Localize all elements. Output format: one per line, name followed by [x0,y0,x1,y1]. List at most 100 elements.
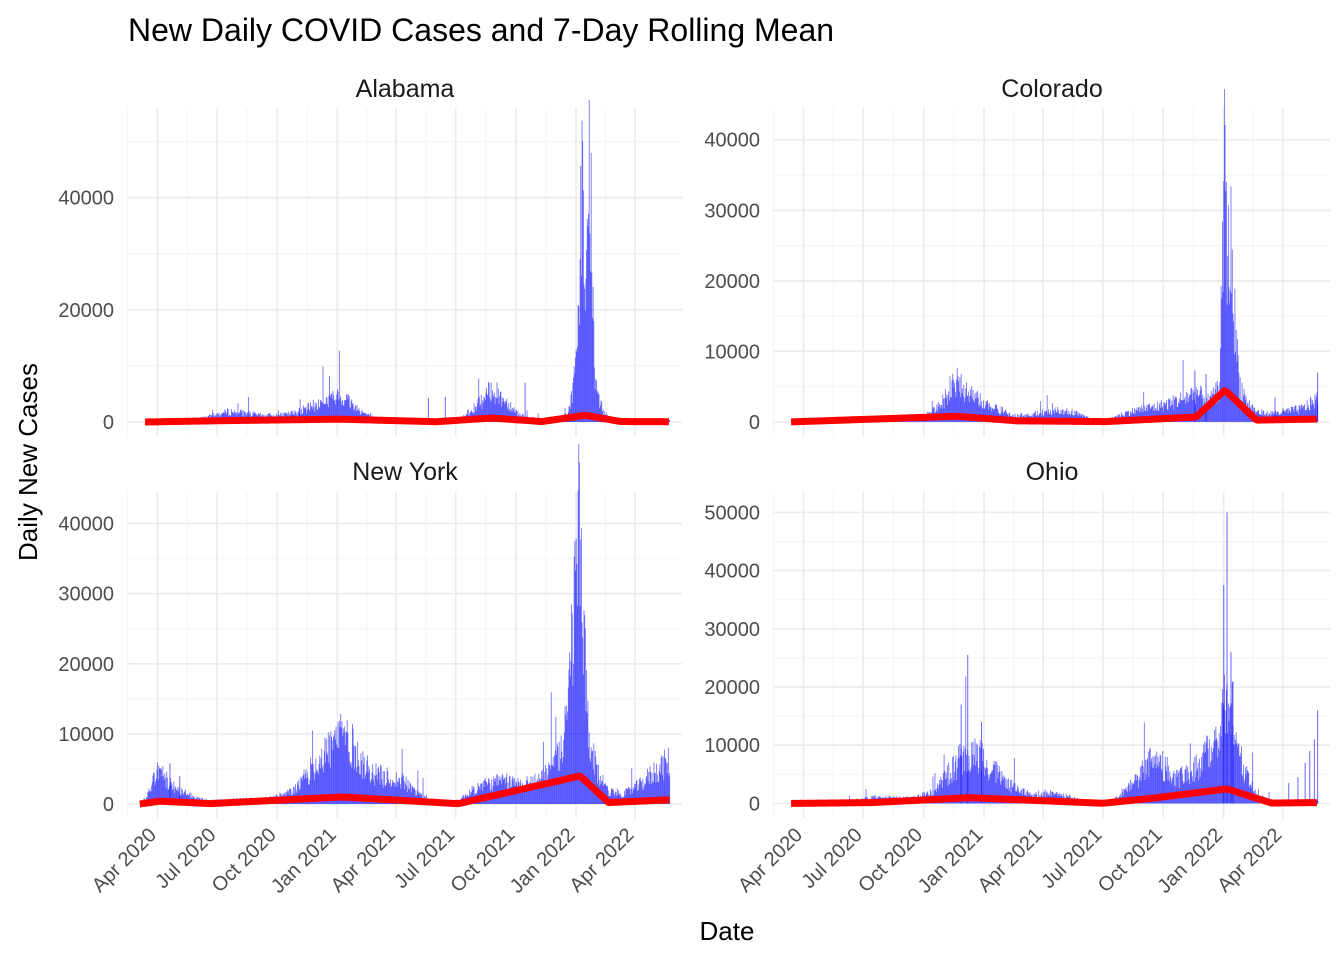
daily-cases-bar [969,770,971,804]
daily-cases-bar [352,403,354,422]
daily-cases-bar [508,790,510,804]
daily-cases-bar [597,393,599,422]
daily-cases-bar [411,786,413,804]
daily-cases-bar [987,774,989,804]
daily-cases-bar [577,490,579,804]
daily-cases-bar [394,786,396,804]
daily-cases-bar [958,381,960,422]
rolling-mean-line [138,772,672,808]
y-tick-label: 40000 [704,130,760,152]
daily-cases-bar [946,765,948,804]
daily-cases-bar [147,792,149,804]
y-tick-label: 20000 [58,300,114,322]
daily-cases-bars [140,444,671,804]
daily-cases-bar [643,786,645,804]
daily-cases-bar [590,152,592,422]
daily-cases-bar [1151,767,1153,804]
daily-cases-bar [508,403,510,422]
daily-cases-bar [606,785,608,804]
daily-cases-bar [319,768,321,804]
daily-cases-bar [375,763,377,804]
daily-cases-spike [1205,373,1207,422]
daily-cases-bar [312,763,314,804]
daily-cases-bar [949,779,951,804]
daily-cases-bar [956,779,958,804]
daily-cases-bar [496,382,498,422]
daily-cases-bar [946,394,948,422]
daily-cases-bar [1239,756,1241,804]
daily-cases-bar [348,394,349,422]
daily-cases-bar [316,409,318,422]
daily-cases-bar [319,407,321,422]
daily-cases-bar [1185,403,1187,422]
daily-cases-bar [382,784,383,804]
daily-cases-spike [960,704,962,804]
daily-cases-bar [328,395,330,422]
daily-cases-bar [502,401,504,422]
daily-cases-bar [977,397,979,422]
daily-cases-bar [977,744,979,804]
daily-cases-bar [1211,405,1213,422]
daily-cases-bar [369,769,370,804]
daily-cases-bar [1063,411,1065,422]
daily-cases-bar [336,394,338,422]
daily-cases-bar [1231,682,1233,804]
daily-cases-bar [242,410,244,422]
daily-cases-spike [1223,585,1225,804]
daily-cases-bar [1291,406,1293,422]
daily-cases-bar [488,383,490,422]
daily-cases-bar [337,391,339,422]
daily-cases-bar [189,792,191,804]
daily-cases-bar [484,400,486,422]
daily-cases-bar [944,770,946,804]
daily-cases-bar [402,773,404,804]
daily-cases-bar [1151,406,1153,422]
daily-cases-bar [401,777,402,804]
daily-cases-bar [151,785,153,804]
y-tick-label: 0 [103,412,114,434]
daily-cases-bar [660,773,661,804]
daily-cases-bar [588,213,590,422]
daily-cases-bar [338,720,340,804]
daily-cases-bar [1288,407,1290,422]
daily-cases-bar [1176,397,1177,422]
daily-cases-bar [166,777,168,804]
daily-cases-bar [597,390,599,422]
daily-cases-bar [1183,399,1185,422]
daily-cases-bar [1286,409,1288,422]
daily-cases-bar [1231,249,1233,422]
daily-cases-bar [493,776,495,804]
daily-cases-bar [493,397,495,422]
daily-cases-bar [558,770,559,804]
daily-cases-bar [1057,409,1059,422]
daily-cases-bar [563,739,565,804]
daily-cases-bar [1215,726,1217,804]
daily-cases-bar [324,737,326,804]
daily-cases-bar [975,392,977,422]
daily-cases-bar [513,407,515,422]
y-tick-label: 20000 [58,654,114,676]
daily-cases-bar [630,788,632,804]
daily-cases-bar [1017,787,1019,804]
daily-cases-bar [374,785,376,804]
daily-cases-bar [1128,784,1130,804]
daily-cases-bar [322,366,324,422]
daily-cases-bar [488,778,489,804]
daily-cases-bar [1262,410,1264,422]
daily-cases-bar [669,420,671,422]
daily-cases-bar [412,787,414,804]
daily-cases-bar [570,661,572,804]
daily-cases-spike [1317,710,1319,804]
daily-cases-bar [488,381,489,422]
daily-cases-bar [957,758,959,804]
daily-cases-bar [371,772,373,804]
daily-cases-bar [1159,402,1161,422]
daily-cases-bar [317,774,319,804]
daily-cases-bar [589,233,591,422]
daily-cases-bar [1235,329,1237,422]
daily-cases-bar [595,764,597,804]
daily-cases-bar [971,742,973,804]
daily-cases-bar [365,775,366,804]
daily-cases-bar [593,320,595,422]
